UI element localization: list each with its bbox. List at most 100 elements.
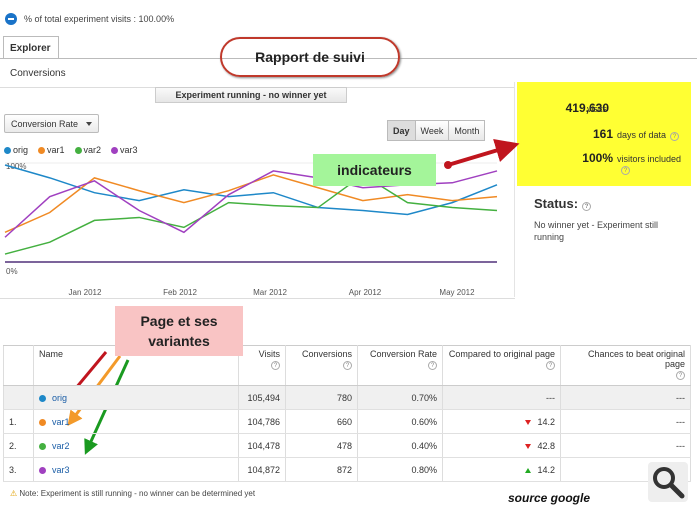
table-row[interactable]: 2. var2 104,478 478 0.40% 42.8 --- xyxy=(3,433,691,458)
row-compared: 42.8 xyxy=(442,433,561,458)
trend-down-icon xyxy=(525,419,532,425)
subnav-conversions[interactable]: Conversions xyxy=(10,68,66,79)
visits-value: 419,630 xyxy=(565,101,609,115)
row-index: 3. xyxy=(3,457,34,482)
annotation-page-variantes: Page et ses variantes xyxy=(115,306,243,356)
chart-legend: orig var1 var2 var3 xyxy=(4,145,138,155)
zoom-overlay[interactable] xyxy=(648,462,688,502)
col-compared[interactable]: Compared to original page? xyxy=(442,345,561,386)
row-compared: 14.2 xyxy=(442,457,561,482)
legend-item-var3[interactable]: var3 xyxy=(111,145,138,155)
x-tick-label: Mar 2012 xyxy=(253,288,287,297)
segment-icon xyxy=(5,13,17,25)
source-caption: source google xyxy=(508,491,591,505)
variant-dot xyxy=(39,418,46,426)
help-icon[interactable]: ? xyxy=(670,132,680,141)
legend-label: var2 xyxy=(83,145,102,155)
help-icon[interactable]: ? xyxy=(621,166,630,175)
variant-link[interactable]: var3 xyxy=(52,464,70,475)
x-tick-label: May 2012 xyxy=(439,288,475,297)
status-title: Status:? xyxy=(534,196,592,211)
day-button[interactable]: Day xyxy=(387,120,416,141)
chevron-down-icon xyxy=(86,122,92,126)
row-name[interactable]: var3 xyxy=(33,457,239,482)
row-compared: --- xyxy=(442,385,561,410)
days-label: days of data? xyxy=(617,130,680,141)
row-visits: 104,872 xyxy=(238,457,286,482)
variant-link[interactable]: orig xyxy=(52,392,68,403)
row-chances: --- xyxy=(560,409,691,434)
row-index xyxy=(3,385,34,410)
row-visits: 105,494 xyxy=(238,385,286,410)
help-icon[interactable]: ? xyxy=(676,371,685,380)
experiment-banner: Experiment running - no winner yet xyxy=(155,87,347,103)
segment-bar: % of total experiment visits : 100.00% xyxy=(0,0,697,30)
table-row[interactable]: orig 105,494 780 0.70% --- --- xyxy=(3,385,691,410)
legend-dot xyxy=(38,147,46,155)
series-line-orig xyxy=(4,164,498,216)
trend-down-icon xyxy=(525,443,532,449)
days-value: 161 xyxy=(592,127,613,141)
help-icon[interactable]: ? xyxy=(428,361,437,370)
variant-dot xyxy=(39,466,46,474)
row-name[interactable]: var1 xyxy=(33,409,239,434)
variant-dot xyxy=(39,394,46,402)
variant-dot xyxy=(39,442,46,450)
help-icon[interactable]: ? xyxy=(546,361,555,370)
metric-dropdown-label: Conversion Rate xyxy=(11,119,79,129)
y-tick-label: 100% xyxy=(6,162,26,171)
row-rate: 0.70% xyxy=(357,385,443,410)
col-rate[interactable]: Conversion Rate? xyxy=(357,345,443,386)
col-chances[interactable]: Chances to beat original page? xyxy=(560,345,691,386)
tab-divider xyxy=(0,58,697,59)
arrow-to-metrics xyxy=(447,138,520,167)
legend-item-var2[interactable]: var2 xyxy=(74,145,102,155)
legend-item-var1[interactable]: var1 xyxy=(38,145,65,155)
row-conversions: 478 xyxy=(285,433,358,458)
row-conversions: 660 xyxy=(285,409,358,434)
legend-item-orig[interactable]: orig xyxy=(4,145,28,155)
legend-dot xyxy=(111,147,119,155)
included-value: 100% xyxy=(582,151,613,165)
row-visits: 104,478 xyxy=(238,433,286,458)
variations-table: Name Visits? Conversions? Conversion Rat… xyxy=(3,345,691,482)
annotation-indicateurs: indicateurs xyxy=(313,154,436,186)
col-index xyxy=(3,345,34,386)
row-visits: 104,786 xyxy=(238,409,286,434)
table-row[interactable]: 3. var3 104,872 872 0.80% 14.2 xyxy=(3,457,691,482)
included-label: visitors included? xyxy=(617,154,682,175)
granularity-buttons: Day Week Month xyxy=(387,120,486,141)
variant-link[interactable]: var1 xyxy=(52,416,70,427)
segment-text: % of total experiment visits : 100.00% xyxy=(24,14,175,24)
col-conversions[interactable]: Conversions? xyxy=(285,345,358,386)
annotation-rapport: Rapport de suivi xyxy=(220,37,400,77)
help-icon[interactable]: ? xyxy=(343,361,352,370)
row-rate: 0.80% xyxy=(357,457,443,482)
help-icon[interactable]: ? xyxy=(271,361,280,370)
series-line-var2 xyxy=(4,173,498,255)
legend-dot xyxy=(4,147,11,155)
variant-link[interactable]: var2 xyxy=(52,440,70,451)
legend-dot xyxy=(74,147,82,155)
help-icon[interactable]: ? xyxy=(582,202,592,211)
legend-label: var1 xyxy=(47,145,65,155)
visits-label: visits xyxy=(587,104,607,114)
row-index: 2. xyxy=(3,433,34,458)
month-button[interactable]: Month xyxy=(448,120,486,141)
x-tick-label: Apr 2012 xyxy=(349,288,382,297)
status-text: No winner yet - Experiment still running xyxy=(534,220,659,242)
col-visits[interactable]: Visits? xyxy=(238,345,286,386)
x-tick-label: Feb 2012 xyxy=(163,288,197,297)
tab-explorer[interactable]: Explorer xyxy=(3,36,59,59)
arrow-origin-dot xyxy=(444,161,452,169)
row-name[interactable]: var2 xyxy=(33,433,239,458)
table-row[interactable]: 1. var1 104,786 660 0.60% 14.2 --- xyxy=(3,409,691,434)
row-chances: --- xyxy=(560,385,691,410)
conversion-line-chart: 100% 0% Jan 2012 Feb 2012 Mar 2012 Apr 2012 Ma… xyxy=(4,162,498,297)
trend-up-icon xyxy=(525,467,532,473)
row-index: 1. xyxy=(3,409,34,434)
metric-dropdown[interactable]: Conversion Rate xyxy=(4,114,99,133)
vertical-divider xyxy=(514,82,515,297)
row-name[interactable]: orig xyxy=(33,385,239,410)
row-chances: --- xyxy=(560,433,691,458)
